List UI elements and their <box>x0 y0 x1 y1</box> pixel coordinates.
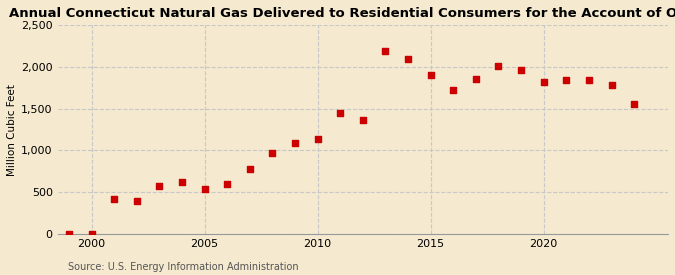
Point <box>380 49 391 53</box>
Point <box>177 180 188 185</box>
Point <box>154 183 165 188</box>
Point <box>267 151 278 155</box>
Point <box>86 231 97 236</box>
Point <box>358 118 369 123</box>
Point <box>606 83 617 87</box>
Point <box>63 232 74 236</box>
Point <box>425 73 436 78</box>
Point <box>335 111 346 115</box>
Point <box>583 78 594 82</box>
Point <box>199 187 210 191</box>
Y-axis label: Million Cubic Feet: Million Cubic Feet <box>7 84 17 175</box>
Point <box>222 182 233 186</box>
Text: Source: U.S. Energy Information Administration: Source: U.S. Energy Information Administ… <box>68 262 298 272</box>
Title: Annual Connecticut Natural Gas Delivered to Residential Consumers for the Accoun: Annual Connecticut Natural Gas Delivered… <box>9 7 675 20</box>
Point <box>516 68 526 73</box>
Point <box>561 78 572 82</box>
Point <box>244 167 255 171</box>
Point <box>290 141 300 145</box>
Point <box>132 198 142 203</box>
Point <box>470 76 481 81</box>
Point <box>403 57 414 62</box>
Point <box>493 64 504 68</box>
Point <box>313 137 323 141</box>
Point <box>448 87 459 92</box>
Point <box>538 80 549 84</box>
Point <box>628 101 639 106</box>
Point <box>109 197 119 201</box>
